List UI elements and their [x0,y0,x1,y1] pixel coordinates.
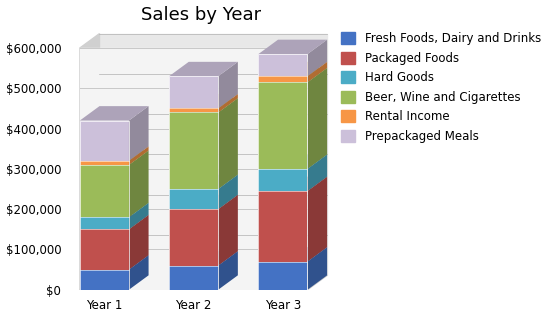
Polygon shape [258,176,327,191]
Polygon shape [169,195,238,209]
Polygon shape [169,266,218,290]
Polygon shape [80,34,100,290]
Polygon shape [258,155,327,169]
Polygon shape [258,54,307,76]
Polygon shape [307,62,327,82]
Polygon shape [258,247,327,261]
Polygon shape [169,76,218,108]
Polygon shape [258,62,327,76]
Polygon shape [80,165,129,217]
Legend: Fresh Foods, Dairy and Drinks, Packaged Foods, Hard Goods, Beer, Wine and Cigare: Fresh Foods, Dairy and Drinks, Packaged … [338,29,544,146]
Polygon shape [80,106,148,121]
Polygon shape [169,113,218,189]
Polygon shape [80,203,148,217]
Polygon shape [169,209,218,266]
Polygon shape [218,175,238,209]
Polygon shape [80,161,129,165]
Polygon shape [80,229,129,270]
Polygon shape [258,76,307,82]
Polygon shape [218,251,238,290]
Polygon shape [218,94,238,113]
Polygon shape [258,68,327,82]
Polygon shape [80,146,148,161]
Polygon shape [169,251,238,266]
Polygon shape [129,150,149,217]
Polygon shape [129,106,149,161]
Polygon shape [258,40,327,54]
Polygon shape [129,215,149,270]
Polygon shape [169,94,238,108]
Polygon shape [218,195,238,266]
Polygon shape [80,270,129,290]
Polygon shape [80,150,148,165]
Polygon shape [169,189,218,209]
Polygon shape [80,121,129,161]
Polygon shape [169,108,218,113]
Polygon shape [218,62,238,108]
Polygon shape [169,175,238,189]
Polygon shape [258,261,307,290]
Polygon shape [218,98,238,189]
Polygon shape [80,255,148,270]
Polygon shape [169,62,238,76]
Polygon shape [80,217,129,229]
Polygon shape [307,68,327,169]
Polygon shape [307,247,327,290]
Polygon shape [80,275,327,290]
Title: Sales by Year: Sales by Year [141,5,261,24]
Polygon shape [258,169,307,191]
Polygon shape [169,98,238,113]
Polygon shape [129,146,149,165]
Polygon shape [307,176,327,261]
Polygon shape [129,203,149,229]
Polygon shape [80,215,148,229]
Polygon shape [100,34,327,275]
Polygon shape [80,48,307,290]
Polygon shape [307,155,327,191]
Polygon shape [258,82,307,169]
Polygon shape [129,255,149,290]
Polygon shape [258,191,307,261]
Polygon shape [307,40,327,76]
